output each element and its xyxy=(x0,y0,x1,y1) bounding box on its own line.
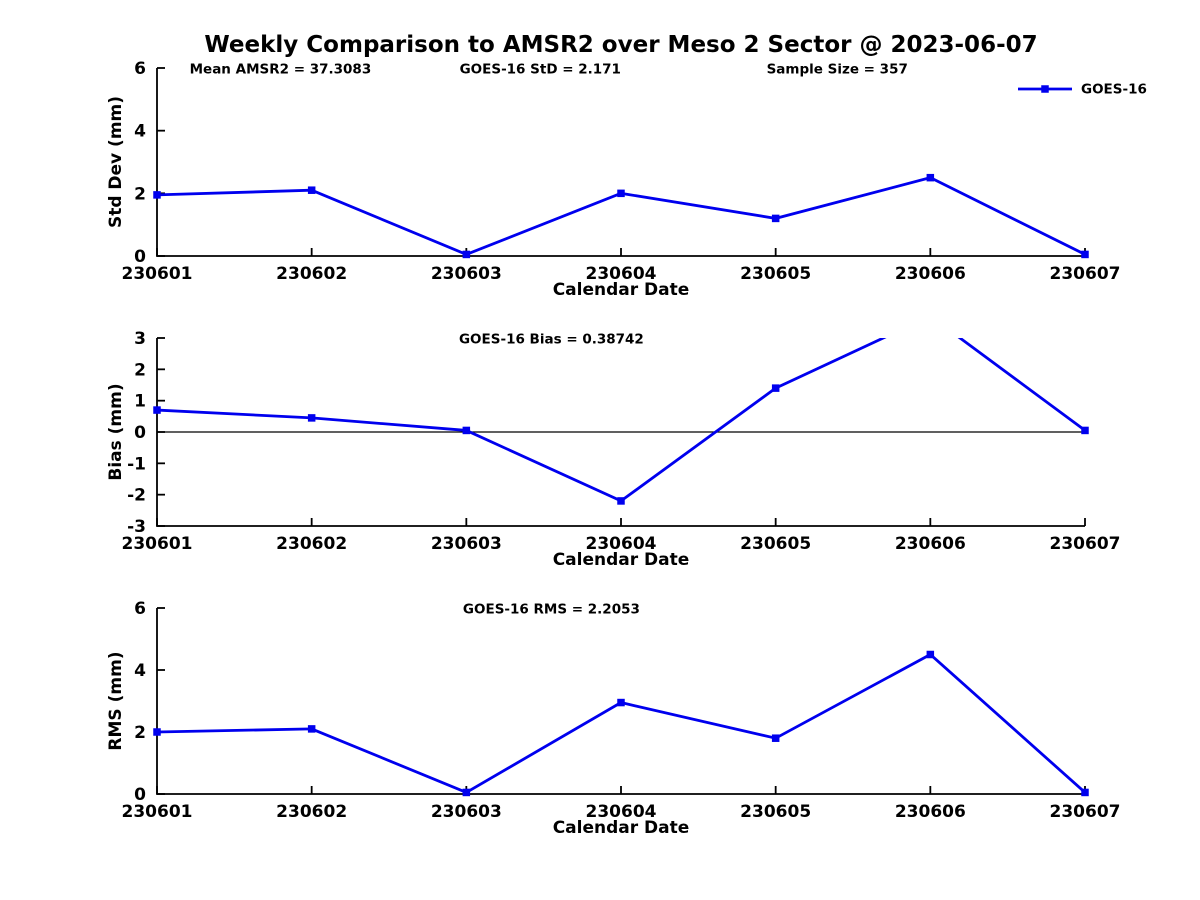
data-point-marker xyxy=(926,650,935,659)
subplot-rms: 0 2 4 6 230601 230602 230603 230604 230605 230606… xyxy=(106,599,1120,838)
data-point-marker xyxy=(771,384,780,392)
x-tick-label: 230602 xyxy=(276,534,347,554)
y-axis-label: Std Dev (mm) xyxy=(106,96,126,228)
y-tick-label: 6 xyxy=(134,599,146,619)
y-tick-label: 0 xyxy=(134,423,146,443)
y-tick-label: 4 xyxy=(134,122,146,142)
legend-label: GOES-16 xyxy=(1081,82,1147,98)
y-axis-label: RMS (mm) xyxy=(106,651,126,750)
x-tick-label: 230603 xyxy=(431,534,502,554)
data-point-marker xyxy=(153,728,161,736)
y-tick-label: 0 xyxy=(134,247,146,267)
x-tick-label: 230604 xyxy=(586,264,657,284)
data-point-marker xyxy=(1081,788,1089,797)
y-tick-label: -3 xyxy=(127,517,146,537)
y-tick-label: 0 xyxy=(134,785,146,805)
x-tick-label: 230603 xyxy=(431,802,502,822)
x-tick-label: 230607 xyxy=(1050,264,1121,284)
y-tick-label: 1 xyxy=(134,392,146,412)
data-point-marker xyxy=(926,173,935,182)
y-tick-label: -2 xyxy=(127,486,146,506)
data-point-marker xyxy=(1081,426,1089,435)
x-tick-label: 230601 xyxy=(122,534,193,554)
y-tick-label: 2 xyxy=(134,360,146,380)
x-tick-label: 230601 xyxy=(122,802,193,822)
data-point-marker xyxy=(1081,250,1089,259)
x-tick-label: 230607 xyxy=(1050,534,1121,554)
subplot-std-dev: 0 2 4 6 230601 230602 230603 230604 230605 230606… xyxy=(106,59,1120,300)
data-point-marker xyxy=(307,186,316,194)
x-tick-label: 230604 xyxy=(586,534,657,554)
x-tick-label: 230606 xyxy=(895,534,966,554)
data-point-marker xyxy=(462,250,471,259)
y-axis-label: Bias (mm) xyxy=(106,383,126,480)
series-line xyxy=(156,652,1086,795)
x-tick-label: 230606 xyxy=(895,264,966,284)
annotation: GOES-16 Bias = 0.38742 xyxy=(459,332,644,348)
subplot-bias: -3 -2 -1 0 1 2 3 230601 230602 230603 230604 230605… xyxy=(106,329,1121,570)
x-axis-label: Calendar Date xyxy=(553,550,690,570)
data-point-marker xyxy=(462,788,471,797)
y-tick-label: 3 xyxy=(134,329,146,349)
data-point-marker xyxy=(771,214,780,223)
series-line xyxy=(156,176,1086,256)
data-point-marker xyxy=(617,189,625,198)
annotation: GOES-16 RMS = 2.2053 xyxy=(463,602,640,618)
x-tick-label: 230605 xyxy=(740,802,811,822)
x-axis-label: Calendar Date xyxy=(553,818,690,838)
data-point-marker xyxy=(153,406,161,414)
data-point-marker xyxy=(307,414,316,422)
figure-title: Weekly Comparison to AMSR2 over Meso 2 S… xyxy=(204,32,1037,58)
y-tick-label: 6 xyxy=(134,59,146,79)
x-tick-label: 230603 xyxy=(431,264,502,284)
y-tick-label: 2 xyxy=(134,723,146,743)
data-point-marker xyxy=(617,698,625,707)
x-axis-label: Calendar Date xyxy=(553,280,690,300)
data-point-marker xyxy=(153,191,161,199)
data-point-marker xyxy=(771,734,780,742)
x-tick-label: 230601 xyxy=(122,264,193,284)
annotation: Mean AMSR2 = 37.3083 xyxy=(190,62,372,78)
x-tick-label: 230606 xyxy=(895,802,966,822)
axes-std-dev xyxy=(156,68,1085,257)
x-tick-label: 230602 xyxy=(276,264,347,284)
x-tick-label: 230605 xyxy=(740,264,811,284)
x-tick-label: 230607 xyxy=(1050,802,1121,822)
x-tick-label: 230605 xyxy=(740,534,811,554)
y-tick-label: 4 xyxy=(134,661,146,681)
y-tick-label: -1 xyxy=(127,454,146,474)
y-tick-label: 2 xyxy=(134,184,146,204)
x-tick-label: 230602 xyxy=(276,802,347,822)
legend: GOES-16 xyxy=(1018,82,1147,98)
data-point-marker xyxy=(307,725,316,733)
legend-square-marker-icon xyxy=(1041,85,1049,93)
data-point-marker xyxy=(462,426,471,435)
annotation: Sample Size = 357 xyxy=(767,62,908,78)
x-tick-label: 230604 xyxy=(586,802,657,822)
data-point-marker xyxy=(617,497,625,505)
annotation: GOES-16 StD = 2.171 xyxy=(460,62,621,78)
